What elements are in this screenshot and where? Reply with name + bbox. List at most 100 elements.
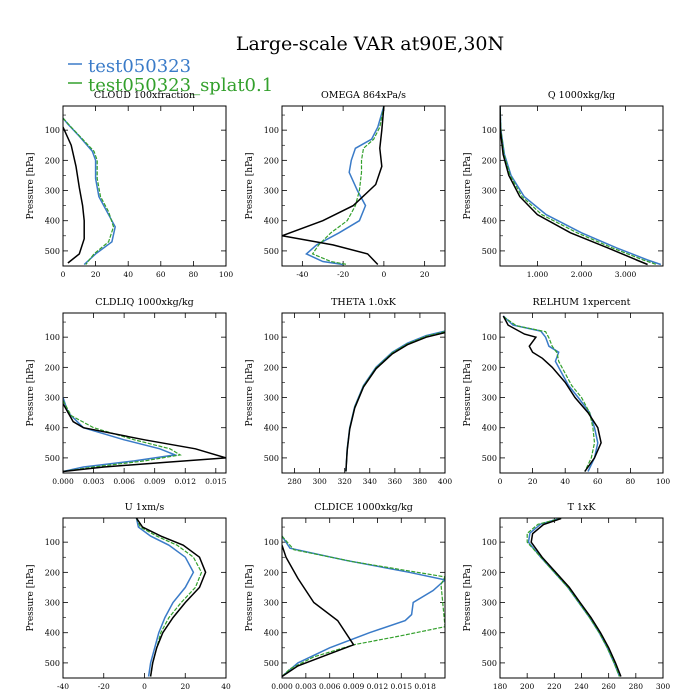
- x-tick-label: -40: [296, 270, 308, 279]
- y-tick-label: 300: [264, 187, 279, 196]
- y-tick-label: 200: [482, 568, 497, 577]
- legend-label-test050323-splat0.1: test050323_splat0.1: [88, 75, 273, 96]
- y-tick-label: 500: [45, 454, 60, 463]
- panel-title: OMEGA 864xPa/s: [321, 90, 406, 101]
- y-tick-label: 100: [264, 538, 279, 547]
- x-tick-label: 220: [547, 682, 562, 691]
- y-tick-label: 300: [45, 599, 60, 608]
- y-tick-label: 200: [45, 568, 60, 577]
- y-axis-label: Pressure [hPa]: [26, 564, 36, 631]
- panel-title: T 1xK: [568, 502, 597, 513]
- panel-title: CLDICE 1000xkg/kg: [314, 502, 413, 513]
- y-tick-label: 200: [264, 363, 279, 372]
- y-axis-label: Pressure [hPa]: [26, 152, 36, 219]
- x-tick-label: 380: [413, 477, 428, 486]
- x-tick-label: 0.000: [52, 477, 74, 486]
- series-line-test050323-splat0-1: [135, 518, 203, 677]
- x-tick-label: 20: [180, 682, 190, 691]
- y-tick-label: 300: [264, 599, 279, 608]
- series-line-test050323: [500, 106, 662, 266]
- legend-item-test050323: test050323: [68, 56, 191, 77]
- x-tick-label: 180: [493, 682, 508, 691]
- x-tick-label: 280: [287, 477, 302, 486]
- panel-title: U 1xm/s: [125, 502, 165, 513]
- x-tick-label: 300: [312, 477, 327, 486]
- x-tick-label: 0.006: [319, 682, 341, 691]
- y-tick-label: 500: [264, 247, 279, 256]
- y-tick-label: 500: [45, 659, 60, 668]
- figure-title: Large-scale VAR at90E,30N: [236, 33, 504, 55]
- x-tick-label: 0.012: [367, 682, 389, 691]
- x-tick-label: 200: [520, 682, 535, 691]
- y-tick-label: 300: [45, 187, 60, 196]
- y-tick-label: 300: [482, 394, 497, 403]
- y-axis-label: Pressure [hPa]: [245, 359, 255, 426]
- x-tick-label: 340: [363, 477, 378, 486]
- y-axis-label: Pressure [hPa]: [463, 359, 473, 426]
- x-tick-label: 280: [629, 682, 644, 691]
- y-tick-label: 300: [482, 599, 497, 608]
- panel-title: CLDLIQ 1000xkg/kg: [95, 297, 193, 308]
- x-tick-label: 0: [381, 270, 386, 279]
- y-tick-label: 400: [45, 629, 60, 638]
- y-tick-label: 200: [482, 363, 497, 372]
- x-tick-label: 0: [61, 270, 66, 279]
- x-tick-label: 0.012: [175, 477, 197, 486]
- x-tick-label: 0.003: [295, 682, 317, 691]
- y-tick-label: 100: [482, 538, 497, 547]
- x-tick-label: -20: [337, 270, 349, 279]
- y-tick-label: 200: [482, 156, 497, 165]
- series-line-test050323-splat0-1: [526, 518, 621, 677]
- x-tick-label: 0.003: [83, 477, 105, 486]
- y-tick-label: 100: [482, 333, 497, 342]
- panel-cldice: CLDICE 1000xkg/kg Pressure [hPa] 100 200 300…: [245, 502, 446, 691]
- y-tick-label: 100: [45, 333, 60, 342]
- series-line-test050323: [282, 535, 445, 678]
- plot-frame: [499, 517, 664, 679]
- x-tick-label: 360: [388, 477, 403, 486]
- plot-frame: [62, 105, 227, 267]
- y-tick-label: 100: [264, 126, 279, 135]
- plot-frame: [62, 312, 227, 474]
- x-tick-label: 0.018: [414, 682, 436, 691]
- series-line-control: [530, 518, 622, 677]
- panel-title: RELHUM 1xpercent: [533, 297, 631, 308]
- series-line-test050323: [63, 117, 116, 266]
- plot-frame: [62, 517, 227, 679]
- plot-frame: [499, 312, 664, 474]
- plot-frame: [281, 517, 446, 679]
- x-tick-label: 100: [656, 477, 671, 486]
- y-axis-label: Pressure [hPa]: [245, 152, 255, 219]
- series-line-test050323-splat0-1: [63, 400, 182, 473]
- x-tick-label: -20: [98, 682, 110, 691]
- y-tick-label: 400: [45, 424, 60, 433]
- series-line-test050323-splat0-1: [311, 106, 385, 266]
- x-tick-label: 0.009: [343, 682, 365, 691]
- panel-title: CLOUD 100xfraction: [94, 90, 195, 101]
- x-tick-label: 400: [438, 477, 453, 486]
- y-tick-label: 100: [45, 126, 60, 135]
- y-tick-label: 400: [264, 629, 279, 638]
- panel-cldliq: CLDLIQ 1000xkg/kg Pressure [hPa] 100 200 300…: [26, 297, 227, 486]
- x-tick-label: 320: [338, 477, 353, 486]
- legend-label-test050323: test050323: [88, 56, 191, 77]
- x-tick-label: 60: [593, 477, 603, 486]
- x-tick-label: 40: [123, 270, 133, 279]
- panel-title: Q 1000xkg/kg: [548, 90, 615, 101]
- plot-frame: [281, 312, 446, 474]
- y-axis-label: Pressure [hPa]: [26, 359, 36, 426]
- series-line-test050323-splat0-1: [500, 106, 657, 266]
- panel-t: T 1xK Pressure [hPa] 100 200 300 400 500 180 200…: [463, 502, 670, 691]
- y-tick-label: 100: [482, 126, 497, 135]
- y-tick-label: 200: [264, 568, 279, 577]
- series-line-control: [282, 544, 355, 678]
- plot-frame: [499, 105, 664, 267]
- y-tick-label: 300: [482, 187, 497, 196]
- y-tick-label: 300: [264, 394, 279, 403]
- y-tick-label: 500: [45, 247, 60, 256]
- x-tick-label: 2.000: [571, 270, 593, 279]
- y-axis-label: Pressure [hPa]: [463, 564, 473, 631]
- panel-q: Q 1000xkg/kg Pressure [hPa] 100 200 300 400 50…: [463, 90, 664, 279]
